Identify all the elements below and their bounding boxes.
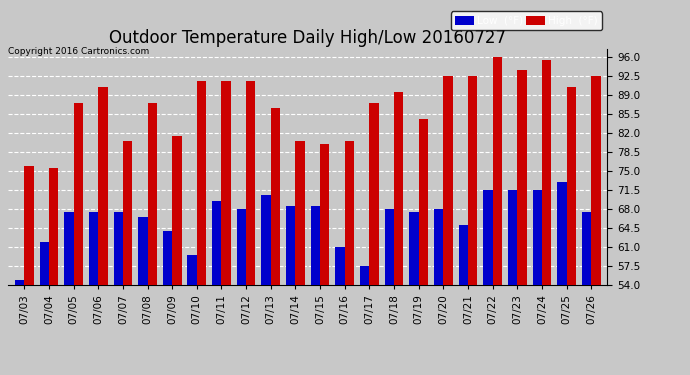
Bar bbox=[246, 81, 255, 285]
Bar bbox=[434, 209, 443, 285]
Bar bbox=[295, 141, 305, 285]
Bar bbox=[459, 225, 468, 285]
Bar bbox=[163, 231, 172, 285]
Bar bbox=[483, 190, 493, 285]
Bar bbox=[262, 195, 270, 285]
Bar bbox=[270, 108, 280, 285]
Bar bbox=[518, 70, 526, 285]
Bar bbox=[123, 141, 132, 285]
Bar bbox=[369, 103, 379, 285]
Bar bbox=[98, 87, 108, 285]
Bar bbox=[286, 206, 295, 285]
Bar bbox=[582, 211, 591, 285]
Bar bbox=[148, 103, 157, 285]
Bar bbox=[310, 206, 320, 285]
Bar bbox=[542, 60, 551, 285]
Bar bbox=[533, 190, 542, 285]
Bar bbox=[39, 242, 49, 285]
Legend: Low  (°F), High  (°F): Low (°F), High (°F) bbox=[451, 11, 602, 30]
Bar bbox=[384, 209, 394, 285]
Bar bbox=[557, 182, 566, 285]
Bar bbox=[320, 144, 329, 285]
Bar bbox=[566, 87, 576, 285]
Bar bbox=[24, 165, 34, 285]
Bar bbox=[64, 211, 74, 285]
Bar bbox=[49, 168, 59, 285]
Bar bbox=[443, 76, 453, 285]
Bar bbox=[394, 92, 404, 285]
Bar bbox=[508, 190, 518, 285]
Bar bbox=[591, 76, 600, 285]
Bar bbox=[172, 136, 181, 285]
Bar bbox=[188, 255, 197, 285]
Bar bbox=[468, 76, 477, 285]
Bar bbox=[221, 81, 231, 285]
Bar bbox=[114, 211, 123, 285]
Bar bbox=[409, 211, 419, 285]
Bar bbox=[212, 201, 221, 285]
Bar bbox=[197, 81, 206, 285]
Bar bbox=[345, 141, 354, 285]
Title: Outdoor Temperature Daily High/Low 20160727: Outdoor Temperature Daily High/Low 20160… bbox=[109, 29, 506, 47]
Bar bbox=[74, 103, 83, 285]
Bar bbox=[335, 247, 345, 285]
Bar bbox=[360, 266, 369, 285]
Bar bbox=[15, 280, 24, 285]
Bar bbox=[237, 209, 246, 285]
Text: Copyright 2016 Cartronics.com: Copyright 2016 Cartronics.com bbox=[8, 47, 150, 56]
Bar bbox=[138, 217, 148, 285]
Bar bbox=[493, 57, 502, 285]
Bar bbox=[89, 211, 98, 285]
Bar bbox=[419, 119, 428, 285]
